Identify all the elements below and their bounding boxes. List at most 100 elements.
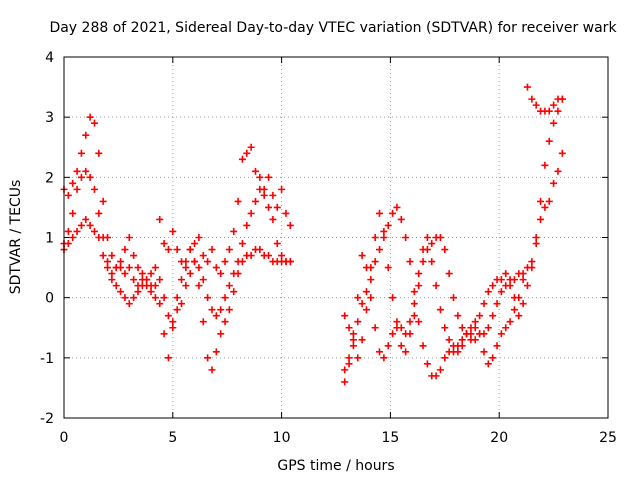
data-point <box>393 318 401 326</box>
data-point <box>265 173 273 181</box>
data-point <box>169 318 177 326</box>
data-point <box>73 227 81 235</box>
data-point <box>64 240 72 248</box>
data-point <box>519 276 527 284</box>
data-point <box>247 252 255 260</box>
x-tick-label: 20 <box>490 430 508 446</box>
data-point <box>143 282 151 290</box>
data-point <box>532 101 540 109</box>
data-point <box>371 234 379 241</box>
data-point <box>484 360 492 368</box>
data-point <box>428 258 436 266</box>
data-point <box>138 276 146 284</box>
data-point <box>69 234 77 241</box>
data-point <box>269 191 277 199</box>
data-point <box>358 252 366 260</box>
data-point <box>164 312 172 320</box>
plot-frame <box>63 56 609 419</box>
data-points <box>60 83 566 386</box>
data-point <box>506 318 514 326</box>
data-point <box>410 312 418 320</box>
data-point <box>204 258 212 266</box>
data-point <box>282 209 290 217</box>
data-point <box>463 330 471 338</box>
data-point <box>419 246 427 254</box>
data-point <box>256 185 264 193</box>
y-tick-label: 4 <box>45 50 54 66</box>
data-point <box>349 336 357 344</box>
data-point <box>428 240 436 248</box>
x-tick-label: 15 <box>381 430 399 446</box>
data-point <box>121 246 129 254</box>
data-point <box>125 234 133 241</box>
data-point <box>497 288 505 296</box>
data-point <box>260 191 268 199</box>
data-point <box>182 264 190 272</box>
data-point <box>515 312 523 320</box>
data-point <box>69 209 77 217</box>
data-point <box>384 221 392 229</box>
data-point <box>251 167 259 175</box>
data-point <box>121 270 129 278</box>
data-point <box>117 288 125 296</box>
data-point <box>545 197 553 205</box>
axis-ticks: 0 5 10 15 20 25 -2 -1 0 1 2 3 4 <box>40 50 617 446</box>
data-point <box>554 107 562 115</box>
data-point <box>445 270 453 278</box>
data-point <box>195 234 203 241</box>
data-point <box>130 276 138 284</box>
data-point <box>458 324 466 332</box>
data-point <box>191 240 199 248</box>
chart-title: Day 288 of 2021, Sidereal Day-to-day VTE… <box>49 20 617 36</box>
y-tick-label: -1 <box>40 351 54 367</box>
data-point <box>502 324 510 332</box>
data-point <box>77 149 85 157</box>
data-point <box>169 324 177 332</box>
data-point <box>251 197 259 205</box>
data-point <box>362 288 370 296</box>
x-tick-label: 0 <box>60 430 69 446</box>
data-point <box>354 294 362 302</box>
data-point <box>480 348 488 356</box>
x-axis-label: GPS time / hours <box>277 458 394 474</box>
data-point <box>402 330 410 338</box>
data-point <box>230 288 238 296</box>
data-point <box>545 137 553 145</box>
data-point <box>354 354 362 362</box>
data-point <box>173 294 181 302</box>
data-point <box>545 107 553 115</box>
data-point <box>104 258 112 266</box>
data-point <box>221 258 229 266</box>
data-point <box>345 360 353 368</box>
data-point <box>225 282 233 290</box>
data-point <box>380 354 388 362</box>
data-point <box>90 227 98 235</box>
data-point <box>380 234 388 241</box>
data-point <box>64 227 72 235</box>
data-point <box>354 318 362 326</box>
data-point <box>362 264 370 272</box>
data-point <box>406 318 414 326</box>
data-point <box>230 227 238 235</box>
data-point <box>160 330 168 338</box>
data-point <box>108 276 116 284</box>
data-point <box>173 246 181 254</box>
data-point <box>95 209 103 217</box>
data-point <box>362 306 370 314</box>
data-point <box>90 119 98 127</box>
data-point <box>467 324 475 332</box>
data-point <box>212 312 220 320</box>
data-point <box>199 252 207 260</box>
data-point <box>99 197 107 205</box>
data-point <box>247 143 255 151</box>
data-point <box>221 318 229 326</box>
data-point <box>402 348 410 356</box>
data-point <box>389 294 397 302</box>
data-point <box>269 215 277 223</box>
data-point <box>397 324 405 332</box>
y-tick-label: 1 <box>45 231 54 247</box>
data-point <box>278 185 286 193</box>
data-point <box>537 197 545 205</box>
data-point <box>436 306 444 314</box>
data-point <box>278 252 286 260</box>
